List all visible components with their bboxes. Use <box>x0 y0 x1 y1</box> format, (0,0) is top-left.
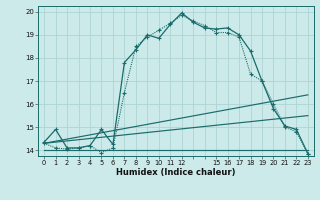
X-axis label: Humidex (Indice chaleur): Humidex (Indice chaleur) <box>116 168 236 177</box>
